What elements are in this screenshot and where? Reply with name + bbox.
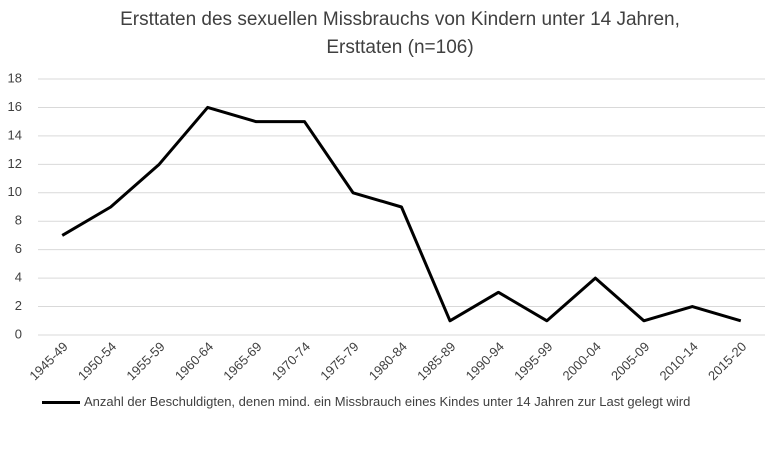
x-tick-label: 2005-09 [608, 339, 652, 383]
x-tick-label: 2015-20 [705, 339, 749, 383]
x-tick-label: 1970-74 [269, 339, 313, 383]
y-tick-label: 10 [8, 184, 22, 199]
chart-title: Ersttaten (n=106) [326, 37, 473, 58]
legend-swatch [42, 401, 80, 404]
y-tick-label: 8 [15, 213, 22, 228]
x-tick-label: 2010-14 [657, 339, 701, 383]
legend-label: Anzahl der Beschuldigten, denen mind. ei… [84, 394, 691, 409]
x-tick-label: 1965-69 [220, 339, 264, 383]
y-tick-label: 4 [15, 270, 22, 285]
y-tick-label: 14 [8, 127, 22, 142]
x-tick-label: 2000-04 [560, 339, 604, 383]
x-tick-label: 1955-59 [123, 339, 167, 383]
x-tick-label: 1945-49 [26, 339, 70, 383]
y-tick-label: 6 [15, 241, 22, 256]
y-tick-label: 18 [8, 70, 22, 85]
x-tick-label: 1995-99 [511, 339, 555, 383]
y-tick-label: 2 [15, 298, 22, 313]
x-tick-label: 1990-94 [463, 339, 507, 383]
y-tick-label: 0 [15, 326, 22, 341]
x-tick-label: 1975-79 [317, 339, 361, 383]
x-tick-label: 1985-89 [414, 339, 458, 383]
x-tick-label: 1960-64 [172, 339, 216, 383]
chart-title: Ersttaten des sexuellen Missbrauchs von … [120, 9, 680, 30]
x-tick-label: 1950-54 [75, 339, 119, 383]
x-tick-label: 1980-84 [366, 339, 410, 383]
y-tick-label: 12 [8, 156, 22, 171]
y-tick-label: 16 [8, 99, 22, 114]
legend: Anzahl der Beschuldigten, denen mind. ei… [42, 392, 767, 411]
plot: Ersttaten des sexuellen Missbrauchs von … [8, 9, 765, 383]
data-line [61, 105, 742, 323]
